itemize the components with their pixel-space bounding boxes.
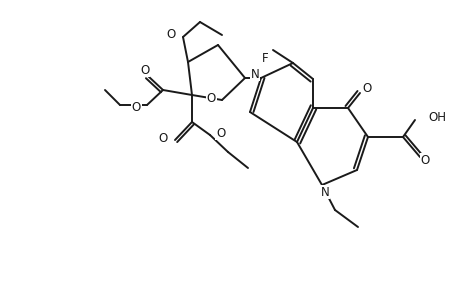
Text: O: O xyxy=(140,64,149,76)
Text: O: O xyxy=(362,82,371,94)
Text: O: O xyxy=(420,154,429,166)
Text: O: O xyxy=(216,127,225,140)
Text: O: O xyxy=(206,92,216,104)
Text: O: O xyxy=(166,28,176,40)
Text: O: O xyxy=(158,131,168,145)
Text: N: N xyxy=(251,68,259,80)
Text: O: O xyxy=(131,100,141,113)
Text: OH: OH xyxy=(427,110,445,124)
Text: F: F xyxy=(261,52,268,64)
Text: N: N xyxy=(320,185,329,199)
